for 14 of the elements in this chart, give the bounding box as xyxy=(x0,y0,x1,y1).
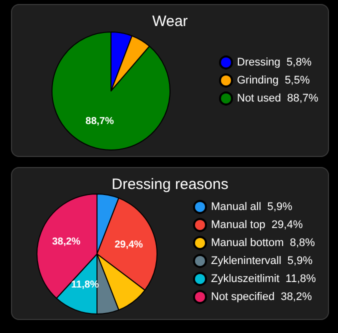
legend-label: Zyklenintervall 5,9% xyxy=(211,255,313,267)
legend-label: Zykluszeitlimit 11,8% xyxy=(211,273,316,285)
legend-label: Manual bottom 8,8% xyxy=(211,237,316,249)
data-label: 38,2% xyxy=(52,236,81,248)
legend-label: Not specified 38,2% xyxy=(211,291,312,303)
data-label: 88,7% xyxy=(86,116,114,127)
legend-label: Not used 88,7% xyxy=(237,92,319,104)
legend-label: Grinding 5,5% xyxy=(237,74,310,86)
legend-label: Manual top 29,4% xyxy=(211,219,303,231)
legend-label: Manual all 5,9% xyxy=(211,201,293,213)
data-label: 29,4% xyxy=(114,239,144,250)
chart-title: Wear xyxy=(152,13,188,30)
legend-label: Dressing 5,8% xyxy=(237,56,312,68)
chart-title: Dressing reasons xyxy=(112,176,228,193)
